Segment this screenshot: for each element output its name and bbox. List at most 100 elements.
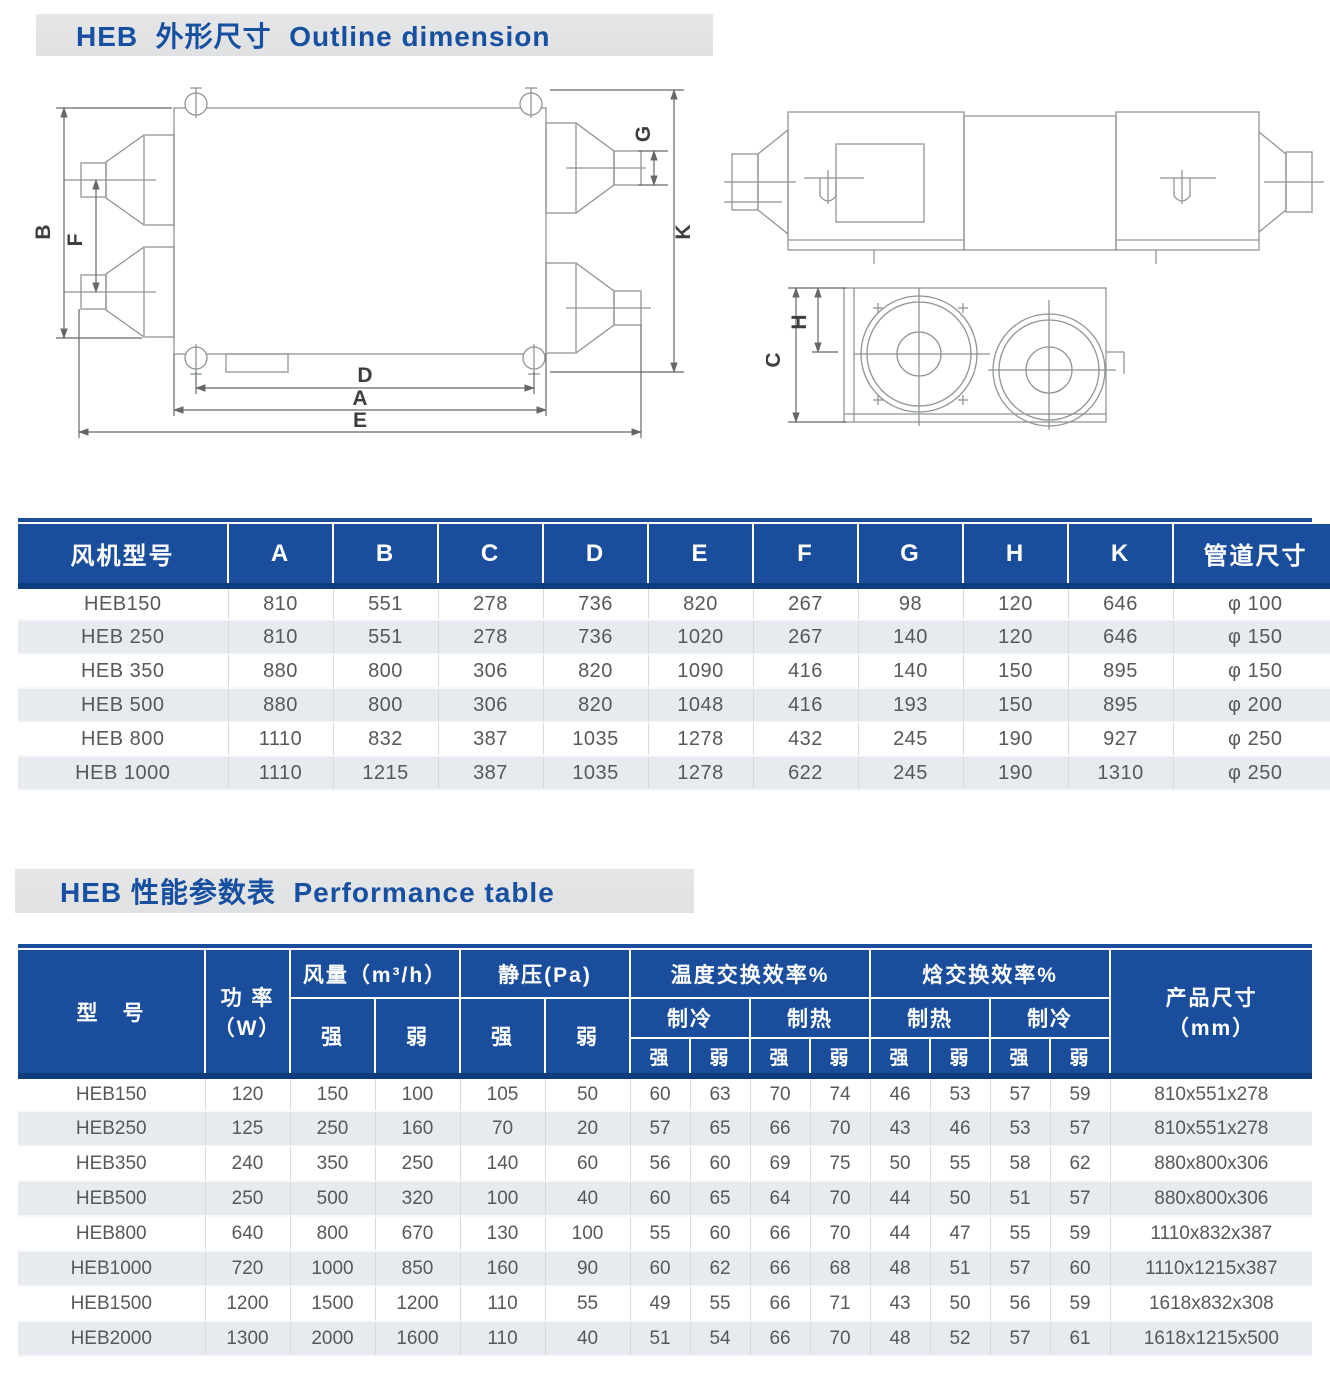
table-cell: 1200 <box>205 1286 291 1322</box>
table-cell: HEB 800 <box>18 722 229 757</box>
table-cell: 1110 <box>228 756 334 791</box>
table-cell: 832 <box>333 722 439 757</box>
front-view-drawing: B F G K D A E <box>32 87 695 438</box>
table-cell: 140 <box>858 620 964 655</box>
table-cell: 52 <box>930 1321 991 1357</box>
column-header-temp-heat-strong: 强 <box>749 1037 812 1079</box>
column-header-product-size: 产品尺寸 （mm） <box>1109 950 1313 1079</box>
dim-label-b: B <box>32 224 55 239</box>
table-cell: 1278 <box>648 756 754 791</box>
table-cell: 66 <box>750 1251 811 1287</box>
dimension-header-row: 风机型号 A B C D E F G H K 管道尺寸 <box>18 524 1330 589</box>
table-cell: 1500 <box>290 1286 376 1322</box>
dim-label-k: K <box>672 224 695 239</box>
column-group-airflow: 风量（m³/h） <box>288 950 462 999</box>
table-row: HEB 350 880 800 306 820 1090 416 140 150 895 φ 150 <box>18 654 1330 689</box>
table-cell: HEB250 <box>18 1111 206 1147</box>
table-cell: 250 <box>290 1111 376 1147</box>
column-header-airflow-weak: 弱 <box>373 997 462 1079</box>
performance-header-row-1: 型 号 功 率 （W） 风量（m³/h） 静压(Pa) 温度交换效率% 焓交换效… <box>18 950 1313 1079</box>
table-cell: 48 <box>870 1321 931 1357</box>
table-cell: 40 <box>545 1181 631 1217</box>
table-cell: 53 <box>930 1076 991 1112</box>
column-header-c: C <box>437 524 544 589</box>
table-cell: 810 <box>228 586 334 621</box>
table-cell: 65 <box>690 1181 751 1217</box>
table-cell: 1200 <box>375 1286 461 1322</box>
table-cell: HEB1500 <box>18 1286 206 1322</box>
table-cell: 140 <box>460 1146 546 1182</box>
front-view-lines <box>64 87 651 375</box>
table-cell: 59 <box>1050 1076 1111 1112</box>
dimension-table-section: 风机型号 A B C D E F G H K 管道尺寸 HEB150 810 551… <box>18 518 1330 791</box>
table-cell: HEB1000 <box>18 1251 206 1287</box>
section-title-outline-text: HEB 外形尺寸 Outline dimension <box>76 21 551 52</box>
column-header-temp-heat-weak: 弱 <box>809 1037 872 1079</box>
column-header-f: F <box>752 524 859 589</box>
table-cell: 50 <box>930 1181 991 1217</box>
table-row: HEB 500 880 800 306 820 1048 416 193 150 895 φ 200 <box>18 688 1330 723</box>
column-group-temp-cooling: 制冷 <box>629 997 752 1039</box>
table-cell: 55 <box>545 1286 631 1322</box>
table-cell: 551 <box>333 620 439 655</box>
table-cell: 100 <box>460 1181 546 1217</box>
section-title-performance: HEB 性能参数表 Performance table <box>15 869 694 913</box>
dim-label-g: G <box>632 126 655 142</box>
table-cell: 70 <box>810 1321 871 1357</box>
table-cell: 74 <box>810 1076 871 1112</box>
table-cell: 895 <box>1068 688 1174 723</box>
table-cell: 1000 <box>290 1251 376 1287</box>
table-cell: 306 <box>438 688 544 723</box>
table-cell: 49 <box>630 1286 691 1322</box>
table-cell: 670 <box>375 1216 461 1252</box>
table-cell: 810 <box>228 620 334 655</box>
table-row: HEB 1000 1110 1215 387 1035 1278 622 245 190 1310… <box>18 756 1330 791</box>
table-cell: 60 <box>690 1216 751 1252</box>
table-cell: 1618x832x308 <box>1110 1286 1313 1322</box>
table-cell: 75 <box>810 1146 871 1182</box>
table-cell: 820 <box>543 654 649 689</box>
table-cell: 125 <box>205 1111 291 1147</box>
table-cell: φ 250 <box>1173 722 1330 757</box>
table-cell: HEB800 <box>18 1216 206 1252</box>
table-cell: 800 <box>333 654 439 689</box>
table-cell: 1618x1215x500 <box>1110 1321 1313 1357</box>
column-header-airflow-strong: 强 <box>290 997 376 1079</box>
end-view-drawing: C H <box>766 286 1125 430</box>
table-cell: 250 <box>205 1181 291 1217</box>
outline-diagrams: B F G K D A E <box>0 56 1330 518</box>
table-cell: 250 <box>375 1146 461 1182</box>
table-cell: 65 <box>690 1111 751 1147</box>
table-cell: 850 <box>375 1251 461 1287</box>
section-title-outline: HEB 外形尺寸 Outline dimension <box>36 14 713 56</box>
table-cell: 190 <box>963 722 1069 757</box>
column-group-enthalpy-heating: 制热 <box>869 997 992 1039</box>
column-header-duct-size: 管道尺寸 <box>1172 524 1330 589</box>
table-cell: 56 <box>630 1146 691 1182</box>
table-row: HEB 250 810 551 278 736 1020 267 140 120 646 φ 150 <box>18 620 1330 655</box>
table-cell: 64 <box>750 1181 811 1217</box>
table-cell: 1110 <box>228 722 334 757</box>
dim-label-c: C <box>766 352 785 367</box>
table-cell: 66 <box>750 1321 811 1357</box>
table-cell: 57 <box>1050 1181 1111 1217</box>
column-header-e: E <box>647 524 754 589</box>
table-cell: 245 <box>858 756 964 791</box>
table-cell: 927 <box>1068 722 1174 757</box>
table-cell: 57 <box>1050 1111 1111 1147</box>
table-cell: 150 <box>963 654 1069 689</box>
table-cell: 44 <box>870 1216 931 1252</box>
table-cell: 46 <box>930 1111 991 1147</box>
column-group-static-pressure: 静压(Pa) <box>459 950 632 999</box>
table-cell: 43 <box>870 1286 931 1322</box>
table-cell: 160 <box>375 1111 461 1147</box>
table-cell: 640 <box>205 1216 291 1252</box>
table-cell: 880 <box>228 654 334 689</box>
table-cell: 190 <box>963 756 1069 791</box>
table-cell: 736 <box>543 586 649 621</box>
dim-label-d: D <box>357 364 372 387</box>
table-cell: 1600 <box>375 1321 461 1357</box>
table-cell: 57 <box>630 1111 691 1147</box>
table-cell: 71 <box>810 1286 871 1322</box>
table-cell: 416 <box>753 688 859 723</box>
